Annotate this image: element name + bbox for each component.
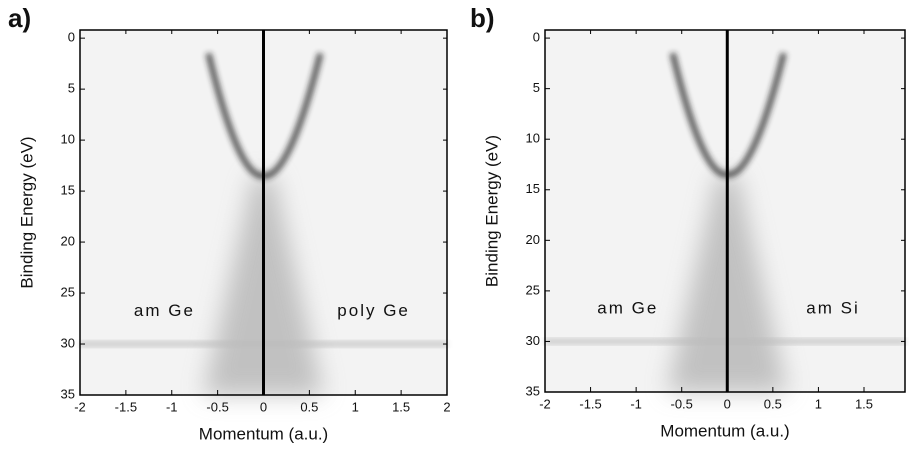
y-tick-label: 10 <box>61 132 75 147</box>
plot-frame <box>544 29 906 393</box>
panel-label: b) <box>470 3 495 33</box>
x-tick-label: 0 <box>724 396 731 411</box>
x-tick-label: 1 <box>815 396 822 411</box>
y-tick-label: 30 <box>61 335 75 350</box>
y-tick-label: 15 <box>526 181 540 196</box>
annotation: poly Ge <box>337 301 410 320</box>
x-tick-label: -2 <box>74 399 86 414</box>
x-tick-label: 0 <box>260 399 267 414</box>
x-tick-label: 2 <box>443 399 450 414</box>
annotation: am Ge <box>134 301 195 320</box>
x-tick-label: -1.5 <box>579 396 601 411</box>
x-tick-label: -1.5 <box>115 399 137 414</box>
annotation: am Ge <box>597 299 658 318</box>
x-tick-label: -0.5 <box>671 396 693 411</box>
annotation: am Si <box>806 299 859 318</box>
x-tick-label: -2 <box>539 396 551 411</box>
x-tick-label: 1 <box>352 399 359 414</box>
x-tick-label: 0.5 <box>300 399 318 414</box>
y-tick-label: 35 <box>526 383 540 398</box>
x-tick-label: -0.5 <box>206 399 228 414</box>
panel: -2 -1.5 -1 -0.5 0 0.5 1 1.5 0 5 10 15 20 25 30 35 Moment… <box>470 3 906 440</box>
band <box>545 338 905 345</box>
y-tick-label: 5 <box>533 80 540 95</box>
x-tick-label: 0.5 <box>764 396 782 411</box>
panel-label: a) <box>8 3 31 33</box>
y-tick-label: 0 <box>533 30 540 45</box>
x-tick-label: -1 <box>166 399 178 414</box>
y-tick-label: 5 <box>68 81 75 96</box>
y-tick-label: 15 <box>61 183 75 198</box>
y-tick-label: 30 <box>526 333 540 348</box>
y-axis-label: Binding Energy (eV) <box>17 136 36 288</box>
y-tick-label: 25 <box>61 284 75 299</box>
x-axis-label: Momentum (a.u.) <box>199 424 328 443</box>
x-tick-label: 1.5 <box>392 399 410 414</box>
y-tick-label: 0 <box>68 30 75 45</box>
panel: -2 -1.5 -1 -0.5 0 0.5 1 1.5 205101520253035Momen… <box>8 3 451 444</box>
y-tick-label: 25 <box>526 282 540 297</box>
y-tick-label: 20 <box>526 232 540 247</box>
x-tick-label: 1.5 <box>855 396 873 411</box>
y-tick-label: 35 <box>61 386 75 401</box>
x-tick-label: -1 <box>630 396 642 411</box>
y-axis-label: Binding Energy (eV) <box>482 135 501 287</box>
y-tick-label: 20 <box>61 234 75 249</box>
y-tick-label: 10 <box>526 131 540 146</box>
x-axis-label: Momentum (a.u.) <box>660 421 789 440</box>
